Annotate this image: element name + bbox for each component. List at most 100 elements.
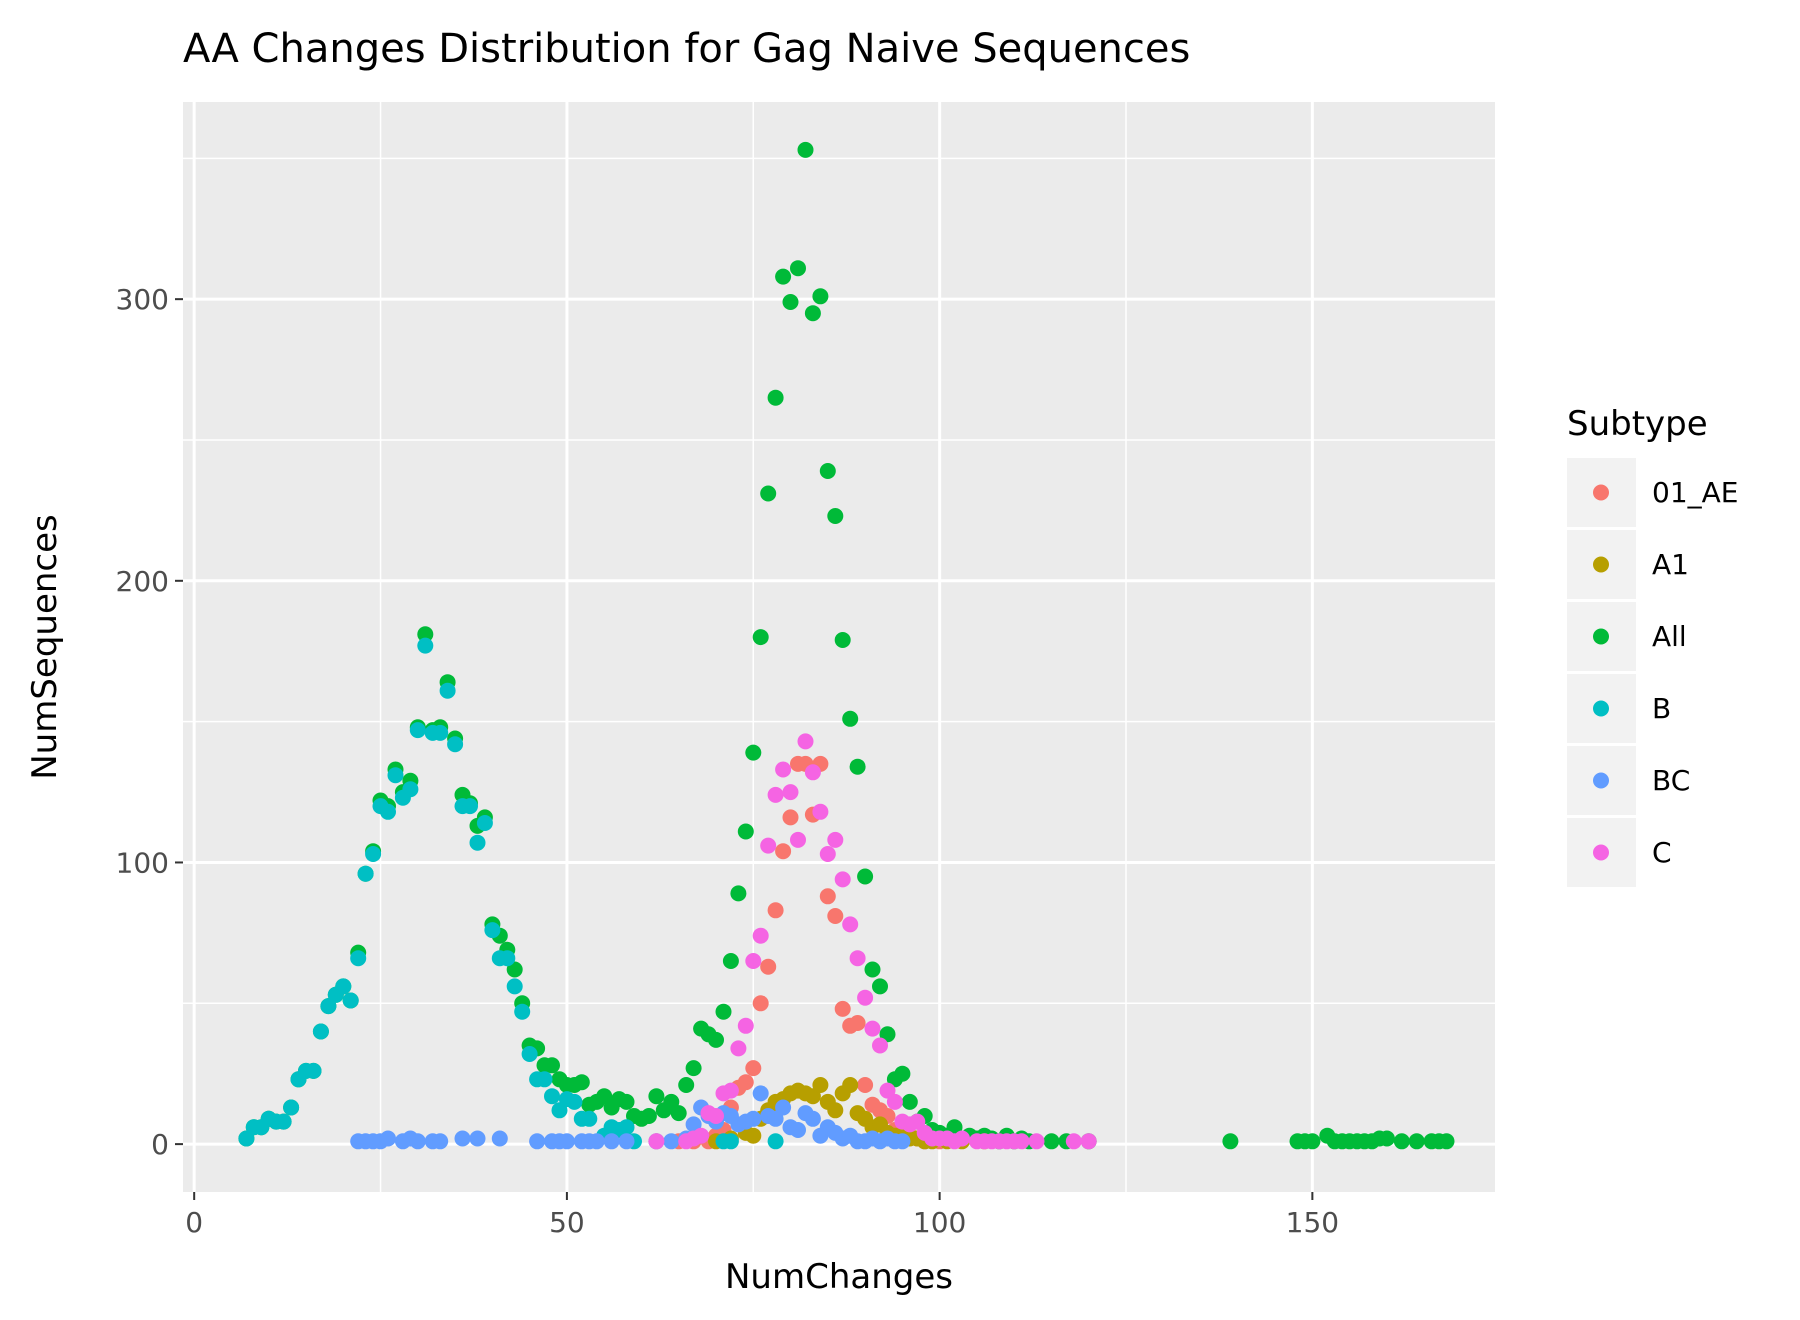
point-B	[380, 803, 396, 820]
point-01_AE	[834, 1000, 851, 1017]
point-A1	[804, 1088, 821, 1105]
point-All	[715, 1003, 732, 1020]
point-C	[693, 1127, 710, 1144]
legend-label: A1	[1652, 548, 1689, 581]
point-B	[238, 1130, 255, 1147]
point-B	[283, 1099, 300, 1116]
point-BC	[469, 1130, 486, 1147]
point-BC	[775, 1099, 792, 1116]
point-All	[1043, 1133, 1060, 1150]
legend-label: BC	[1652, 764, 1690, 797]
point-C	[819, 846, 836, 862]
point-B	[521, 1046, 538, 1062]
legend: Subtype 01_AE A1 All B BC C	[1567, 404, 1738, 887]
point-B	[499, 950, 516, 967]
legend-item-C: C	[1567, 818, 1672, 887]
point-A1	[842, 1077, 859, 1093]
point-B	[462, 798, 478, 815]
point-01_AE	[827, 908, 844, 924]
point-B	[506, 978, 523, 995]
point-All	[737, 823, 754, 840]
legend-items: 01_AE A1 All B BC C	[1567, 458, 1738, 887]
point-C	[879, 1082, 896, 1099]
x-tick-label: 150	[1286, 1206, 1339, 1239]
point-BC	[790, 1122, 806, 1138]
point-B	[544, 1088, 560, 1105]
point-01_AE	[857, 1077, 874, 1093]
point-All	[640, 1108, 657, 1124]
point-C	[872, 1037, 888, 1054]
series-C	[648, 733, 1097, 1150]
point-01_AE	[737, 1074, 754, 1091]
point-All	[1304, 1133, 1321, 1150]
point-B	[342, 992, 359, 1009]
point-B	[335, 978, 352, 995]
point-B	[402, 781, 419, 798]
y-tick-label: 100	[116, 846, 169, 879]
legend-item-B: B	[1567, 674, 1671, 743]
point-All	[708, 1031, 724, 1048]
point-C	[842, 916, 859, 933]
point-All	[596, 1088, 613, 1105]
legend-label: 01_AE	[1652, 476, 1738, 509]
point-C	[827, 831, 844, 848]
point-C	[849, 950, 866, 967]
point-All	[827, 508, 844, 524]
point-C	[782, 784, 799, 801]
point-A1	[827, 1102, 844, 1119]
point-C	[804, 764, 821, 781]
legend-swatch	[1593, 844, 1609, 861]
point-All	[1378, 1130, 1395, 1147]
point-C	[730, 1040, 747, 1057]
x-tick-label: 0	[185, 1206, 203, 1239]
x-tick-label: 100	[913, 1206, 966, 1239]
point-B	[581, 1110, 598, 1127]
point-C	[722, 1082, 739, 1099]
legend-item-All: All	[1567, 602, 1687, 671]
point-C	[954, 1130, 970, 1147]
point-BC	[409, 1133, 426, 1150]
point-01_AE	[782, 809, 799, 826]
point-C	[1013, 1133, 1030, 1150]
y-axis-title: NumSequences	[25, 514, 65, 780]
point-C	[1028, 1133, 1045, 1150]
point-All	[670, 1105, 687, 1122]
y-axis: 0 100 200 300	[116, 283, 183, 1161]
point-C	[1065, 1133, 1082, 1150]
point-BC	[491, 1130, 508, 1147]
point-B	[566, 1093, 583, 1110]
point-All	[417, 626, 434, 643]
legend-item-01_AE: 01_AE	[1567, 458, 1738, 527]
point-01_AE	[752, 995, 769, 1012]
point-A1	[812, 1077, 829, 1093]
point-01_AE	[849, 1015, 866, 1031]
point-All	[767, 389, 784, 406]
point-All	[1438, 1133, 1455, 1150]
point-All	[745, 744, 762, 761]
legend-title: Subtype	[1567, 404, 1708, 444]
point-C	[708, 1108, 724, 1124]
point-B	[484, 922, 501, 939]
point-All	[618, 1093, 635, 1110]
point-All	[812, 288, 829, 305]
point-BC	[767, 1110, 784, 1127]
point-BC	[558, 1133, 575, 1150]
legend-swatch	[1593, 628, 1609, 645]
point-B	[432, 724, 449, 741]
point-All	[544, 1057, 560, 1074]
point-All	[797, 141, 814, 158]
point-BC	[894, 1133, 911, 1150]
point-BC	[454, 1130, 471, 1147]
point-B	[722, 1133, 739, 1150]
point-All	[678, 1077, 695, 1093]
point-All	[857, 868, 874, 885]
point-BC	[618, 1133, 635, 1150]
point-B	[357, 865, 374, 882]
point-C	[1080, 1133, 1097, 1150]
point-BC	[804, 1110, 821, 1127]
legend-item-BC: BC	[1567, 746, 1690, 815]
data-points	[238, 141, 1455, 1150]
point-B	[387, 767, 404, 784]
point-All	[573, 1074, 590, 1091]
